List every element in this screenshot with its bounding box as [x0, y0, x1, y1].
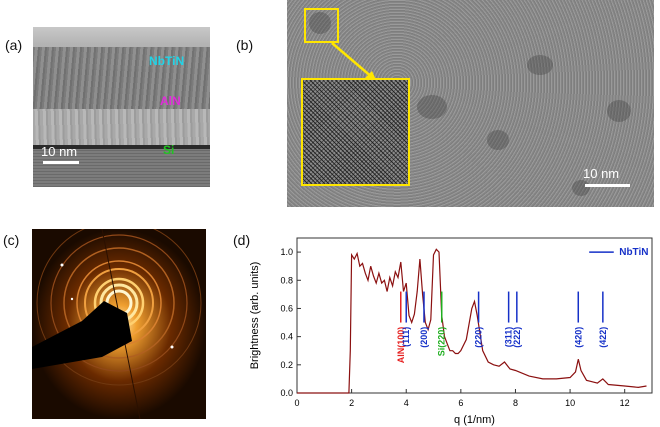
panel-label-d: (d)	[233, 232, 251, 248]
grain	[527, 55, 553, 75]
aln-tag: AlN	[160, 94, 181, 108]
si-substrate	[33, 149, 210, 187]
nbtin-tag: NbTiN	[149, 54, 185, 68]
peak-label: AlN(100)	[396, 327, 406, 364]
brightness-plot: 0 2 4 6 8 10 12 0.0 0.2 0.4 0.6 0.8 1.0 AlN(100)(111)…	[249, 237, 653, 426]
peak-label: (422)	[598, 327, 608, 348]
aln-layer	[33, 109, 210, 147]
brightness-curve	[297, 248, 647, 394]
plot-frame	[296, 237, 653, 394]
zoom-region-box	[304, 8, 339, 43]
grain	[309, 12, 331, 34]
panel-label-a: (a)	[5, 37, 23, 53]
y-tick-label: 0.2	[280, 360, 293, 370]
peak-label: Si(220)	[437, 327, 447, 357]
grain	[607, 100, 631, 122]
legend-label: NbTiN	[619, 247, 648, 258]
grain	[417, 95, 447, 119]
plot-axes: 0 2 4 6 8 10 12 0.0 0.2 0.4 0.6 0.8 1.0 AlN(100)(111)…	[280, 237, 653, 408]
peak-label: (311)	[504, 327, 514, 348]
peak-label: (200)	[419, 327, 429, 348]
interface-line	[33, 145, 210, 149]
scale-bar-b	[585, 184, 630, 187]
scale-bar-label-b: 10 nm	[583, 166, 620, 181]
x-tick-label: 4	[404, 398, 409, 408]
panel-label-c: (c)	[3, 232, 20, 248]
panel-label-b: (b)	[236, 37, 254, 53]
scale-bar-label-a: 10 nm	[41, 144, 78, 159]
x-tick-label: 0	[294, 398, 299, 408]
y-axis-label: Brightness (arb. units)	[249, 262, 261, 370]
x-tick-label: 10	[565, 398, 575, 408]
diffraction-pattern-image	[32, 229, 206, 419]
diffraction-rings	[32, 229, 206, 419]
x-axis-label: q (1/nm)	[454, 414, 495, 426]
peak-label: (220)	[474, 327, 484, 348]
x-tick-label: 8	[513, 398, 518, 408]
nbtin-layer	[33, 47, 210, 109]
peak-label: (111)	[401, 327, 411, 347]
y-tick-label: 1.0	[280, 247, 293, 257]
y-tick-label: 0.0	[280, 388, 293, 398]
tem-plan-view-image: 10 nm	[287, 0, 654, 207]
x-tick-label: 2	[349, 398, 354, 408]
y-tick-label: 0.8	[280, 275, 293, 285]
y-tick-label: 0.6	[280, 303, 293, 313]
peak-label: (222)	[512, 327, 522, 348]
si-tag: Si	[163, 143, 175, 157]
y-tick-label: 0.4	[280, 332, 293, 342]
peak-label: (420)	[573, 327, 583, 348]
x-tick-label: 6	[458, 398, 463, 408]
zoom-inset	[301, 78, 410, 186]
tem-cross-section-image: NbTiN AlN Si 10 nm	[33, 27, 210, 187]
grain	[487, 130, 509, 150]
scale-bar-a	[43, 161, 79, 164]
x-tick-label: 12	[620, 398, 630, 408]
